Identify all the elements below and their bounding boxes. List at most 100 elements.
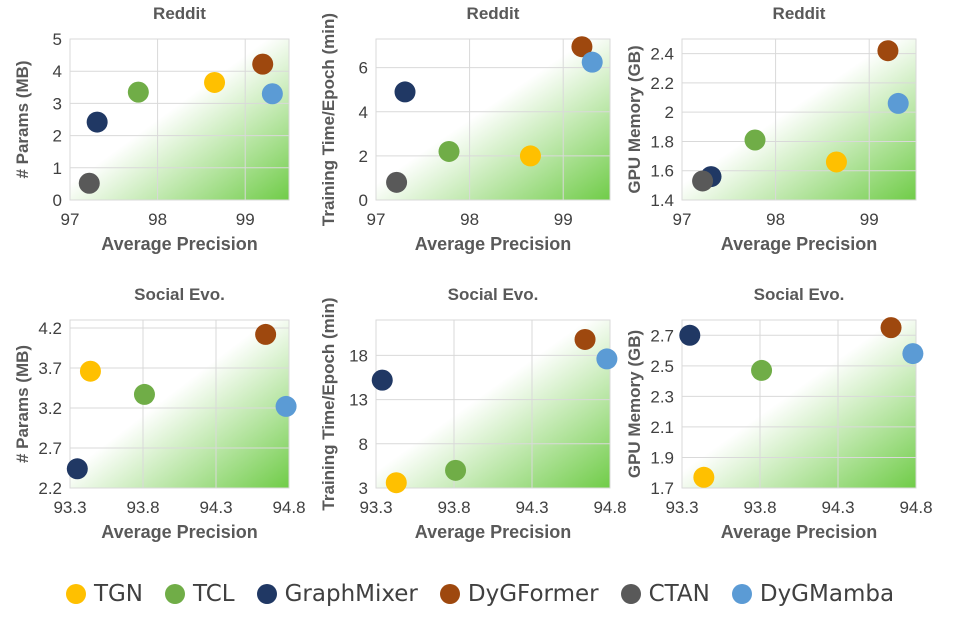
y-axis-label: Training Time/Epoch (min) bbox=[319, 13, 338, 226]
data-point-dygformer bbox=[571, 36, 593, 58]
x-tick-label: 99 bbox=[236, 210, 255, 229]
data-point-graphmixer bbox=[394, 81, 416, 103]
plot-border bbox=[681, 319, 917, 489]
data-point-tcl bbox=[445, 459, 467, 481]
legend-label: CTAN bbox=[648, 581, 710, 607]
data-point-graphmixer bbox=[371, 369, 393, 391]
y-tick-label: 13 bbox=[349, 391, 368, 410]
legend-item-dygformer: DyGFormer bbox=[439, 581, 599, 607]
y-tick-label: 1.4 bbox=[650, 191, 674, 210]
data-point-dygmamba bbox=[581, 51, 603, 73]
data-point-graphmixer bbox=[679, 324, 701, 346]
data-point-graphmixer bbox=[66, 458, 88, 480]
y-tick-label: 2.3 bbox=[650, 387, 674, 406]
plot-border bbox=[375, 38, 611, 201]
chart-title: Reddit bbox=[773, 4, 826, 23]
y-tick-label: 2 bbox=[53, 127, 62, 146]
x-tick-label: 93.3 bbox=[665, 498, 698, 517]
x-tick-label: 94.3 bbox=[199, 498, 232, 517]
chart-title: Social Evo. bbox=[448, 285, 539, 304]
data-point-dygformer bbox=[877, 40, 899, 62]
data-point-tgn bbox=[519, 145, 541, 167]
y-tick-label: 4.2 bbox=[38, 319, 62, 338]
chart-panel: 97 98 99 0 1 2 3 4 5 Reddit Average Precision # Par… bbox=[13, 4, 290, 254]
data-point-graphmixer bbox=[86, 111, 108, 133]
y-axis-label: GPU Memory (GB) bbox=[625, 45, 644, 193]
y-tick-label: 2.4 bbox=[650, 45, 674, 64]
y-tick-label: 3 bbox=[53, 94, 62, 113]
x-axis-label: Average Precision bbox=[415, 522, 571, 542]
y-tick-label: 2.2 bbox=[650, 74, 674, 93]
data-point-tcl bbox=[127, 81, 149, 103]
data-point-dygmamba bbox=[887, 92, 909, 114]
chart-title: Reddit bbox=[153, 4, 206, 23]
x-tick-label: 94.8 bbox=[593, 498, 626, 517]
data-point-tcl bbox=[744, 129, 766, 151]
data-point-tgn bbox=[385, 472, 407, 494]
legend-label: TGN bbox=[93, 581, 144, 607]
y-tick-label: 4 bbox=[359, 103, 368, 122]
y-tick-label: 3 bbox=[359, 479, 368, 498]
y-tick-label: 0 bbox=[53, 191, 62, 210]
chart-panel: 97 98 99 1.4 1.6 1.8 2 2.2 2.4 Reddit Average Prec… bbox=[625, 4, 917, 254]
plot-background bbox=[682, 39, 916, 200]
circle-marker-icon bbox=[256, 584, 277, 604]
y-tick-label: 1 bbox=[53, 159, 62, 178]
x-tick-label: 94.3 bbox=[821, 498, 854, 517]
data-point-tgn bbox=[79, 360, 101, 382]
x-tick-label: 93.3 bbox=[359, 498, 392, 517]
x-tick-label: 93.8 bbox=[126, 498, 159, 517]
data-point-tgn bbox=[693, 466, 715, 488]
legend-label: TCL bbox=[193, 581, 235, 607]
y-tick-label: 2.7 bbox=[650, 326, 674, 345]
plot-border bbox=[69, 38, 290, 201]
data-point-dygmamba bbox=[275, 395, 297, 417]
y-axis-label: Training Time/Epoch (min) bbox=[319, 297, 338, 510]
chart-panel: 93.3 93.8 94.3 94.8 1.7 1.9 2.1 2.3 2.5 2.7 Social… bbox=[625, 285, 933, 542]
plot-background bbox=[376, 39, 610, 200]
data-point-dygmamba bbox=[261, 83, 283, 105]
legend: TGN TCL GraphMixer DyGFormer CTAN DyGMam… bbox=[0, 574, 960, 614]
y-tick-label: 2 bbox=[665, 103, 674, 122]
data-point-tgn bbox=[825, 151, 847, 173]
plot-background bbox=[70, 320, 289, 488]
chart-title: Social Evo. bbox=[754, 285, 845, 304]
chart-title: Reddit bbox=[467, 4, 520, 23]
x-tick-label: 93.8 bbox=[437, 498, 470, 517]
y-tick-label: 1.6 bbox=[650, 162, 674, 181]
y-tick-label: 18 bbox=[349, 346, 368, 365]
y-tick-label: 0 bbox=[359, 191, 368, 210]
y-tick-label: 5 bbox=[53, 30, 62, 49]
data-point-dygformer bbox=[255, 323, 277, 345]
x-tick-label: 94.3 bbox=[515, 498, 548, 517]
data-point-dygformer bbox=[880, 317, 902, 339]
circle-marker-icon bbox=[731, 584, 752, 604]
legend-label: GraphMixer bbox=[284, 581, 418, 607]
x-axis-label: Average Precision bbox=[721, 234, 877, 254]
y-tick-label: 3.7 bbox=[38, 359, 62, 378]
x-tick-label: 97 bbox=[673, 210, 692, 229]
chart-panel: 97 98 99 0 2 4 6 Reddit Average Precision Trainin… bbox=[319, 4, 611, 254]
y-tick-label: 4 bbox=[53, 62, 62, 81]
circle-marker-icon bbox=[65, 584, 86, 604]
y-tick-label: 2.1 bbox=[650, 418, 674, 437]
y-tick-label: 2.2 bbox=[38, 479, 62, 498]
x-tick-label: 94.8 bbox=[272, 498, 305, 517]
plot-background bbox=[376, 320, 610, 488]
y-tick-label: 3.2 bbox=[38, 399, 62, 418]
data-point-ctan bbox=[386, 171, 408, 193]
x-axis-label: Average Precision bbox=[101, 522, 257, 542]
x-tick-label: 98 bbox=[148, 210, 167, 229]
data-point-ctan bbox=[692, 170, 714, 192]
plot-border bbox=[375, 319, 611, 489]
data-point-tcl bbox=[438, 140, 460, 162]
chart-title: Social Evo. bbox=[134, 285, 225, 304]
data-point-tcl bbox=[133, 383, 155, 405]
circle-marker-icon bbox=[620, 584, 641, 604]
x-tick-label: 97 bbox=[61, 210, 80, 229]
chart-panel: 93.3 93.8 94.3 94.8 3 8 13 18 Social Evo. Average… bbox=[319, 285, 627, 542]
x-tick-label: 98 bbox=[460, 210, 479, 229]
data-point-ctan bbox=[78, 172, 100, 194]
x-tick-label: 93.8 bbox=[743, 498, 776, 517]
